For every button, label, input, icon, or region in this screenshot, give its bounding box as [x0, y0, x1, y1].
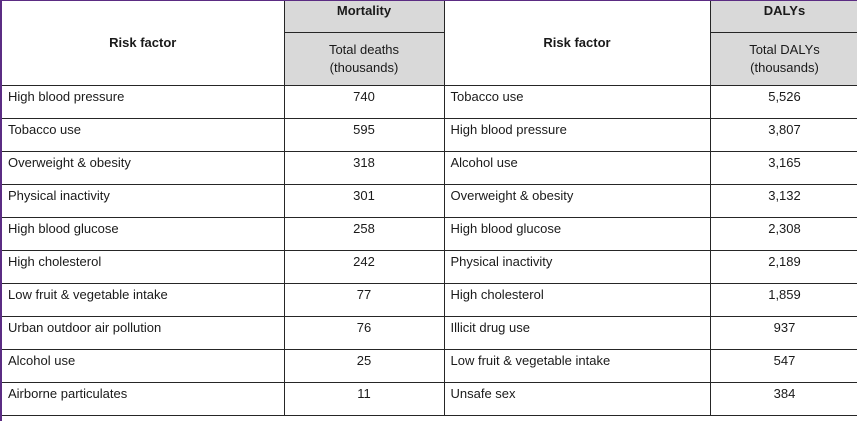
- dalys-risk-factor-cell: Low fruit & vegetable intake: [443, 348, 711, 383]
- mortality-risk-factor-cell: Overweight & obesity: [2, 150, 285, 185]
- table-body: High blood pressure 740 Tobacco use 5,52…: [2, 84, 857, 416]
- total-dalys-cell: 5,526: [709, 84, 857, 119]
- mortality-risk-factor-cell: Airborne particulates: [2, 381, 285, 416]
- table-row: Airborne particulates 11 Unsafe sex 384: [2, 381, 857, 416]
- total-dalys-subheader-line1: Total DALYs: [749, 41, 820, 57]
- total-dalys-subheader: Total DALYs (thousands): [709, 31, 857, 86]
- dalys-risk-factor-cell: High blood pressure: [443, 117, 711, 152]
- table-row: Urban outdoor air pollution 76 Illicit d…: [2, 315, 857, 350]
- total-deaths-subheader-line2: (thousands): [329, 59, 399, 75]
- table-row: Alcohol use 25 Low fruit & vegetable int…: [2, 348, 857, 383]
- total-dalys-cell: 3,807: [709, 117, 857, 152]
- total-deaths-cell: 25: [283, 348, 445, 383]
- dalys-risk-factor-cell: Tobacco use: [443, 84, 711, 119]
- dalys-risk-factor-cell: High blood glucose: [443, 216, 711, 251]
- mortality-risk-factor-cell: Urban outdoor air pollution: [2, 315, 285, 350]
- table-row: Tobacco use 595 High blood pressure 3,80…: [2, 117, 857, 152]
- dalys-header-label: DALYs: [763, 3, 806, 18]
- table-row: Overweight & obesity 318 Alcohol use 3,1…: [2, 150, 857, 185]
- dalys-risk-factor-cell: Physical inactivity: [443, 249, 711, 284]
- mortality-risk-factor-cell: Alcohol use: [2, 348, 285, 383]
- table-row: High blood glucose 258 High blood glucos…: [2, 216, 857, 251]
- table-row: High blood pressure 740 Tobacco use 5,52…: [2, 84, 857, 119]
- mortality-risk-factor-cell: Physical inactivity: [2, 183, 285, 218]
- dalys-risk-factor-cell: Unsafe sex: [443, 381, 711, 416]
- table-row: Low fruit & vegetable intake 77 High cho…: [2, 282, 857, 317]
- mortality-risk-factor-cell: High blood pressure: [2, 84, 285, 119]
- total-dalys-cell: 2,189: [709, 249, 857, 284]
- total-deaths-cell: 258: [283, 216, 445, 251]
- total-dalys-cell: 384: [709, 381, 857, 416]
- total-dalys-cell: 3,165: [709, 150, 857, 185]
- dalys-risk-factor-cell: Overweight & obesity: [443, 183, 711, 218]
- total-deaths-cell: 595: [283, 117, 445, 152]
- mortality-risk-factor-cell: Low fruit & vegetable intake: [2, 282, 285, 317]
- total-dalys-cell: 1,859: [709, 282, 857, 317]
- total-deaths-subheader-line1: Total deaths: [328, 41, 400, 57]
- mortality-risk-factor-header-label: Risk factor: [109, 35, 177, 51]
- total-dalys-subheader-line2: (thousands): [750, 59, 819, 75]
- total-deaths-cell: 76: [283, 315, 445, 350]
- mortality-risk-factor-cell: Tobacco use: [2, 117, 285, 152]
- total-deaths-cell: 740: [283, 84, 445, 119]
- mortality-risk-factor-cell: High cholesterol: [2, 249, 285, 284]
- mortality-risk-factor-cell: High blood glucose: [2, 216, 285, 251]
- total-dalys-cell: 547: [709, 348, 857, 383]
- total-deaths-cell: 77: [283, 282, 445, 317]
- mortality-header-label: Mortality: [336, 3, 392, 18]
- dalys-risk-factor-header: Risk factor: [443, 1, 711, 86]
- total-deaths-cell: 242: [283, 249, 445, 284]
- dalys-risk-factor-header-label: Risk factor: [543, 35, 611, 51]
- total-deaths-cell: 318: [283, 150, 445, 185]
- dalys-risk-factor-cell: Illicit drug use: [443, 315, 711, 350]
- total-dalys-cell: 2,308: [709, 216, 857, 251]
- total-dalys-cell: 3,132: [709, 183, 857, 218]
- mortality-risk-factor-header: Risk factor: [2, 1, 285, 86]
- table-header: Risk factor Mortality Risk factor DALYs …: [2, 1, 857, 86]
- table-row: Physical inactivity 301 Overweight & obe…: [2, 183, 857, 218]
- mortality-header: Mortality: [283, 1, 445, 33]
- total-deaths-cell: 301: [283, 183, 445, 218]
- total-dalys-cell: 937: [709, 315, 857, 350]
- dalys-risk-factor-cell: Alcohol use: [443, 150, 711, 185]
- total-deaths-cell: 11: [283, 381, 445, 416]
- table-row: High cholesterol 242 Physical inactivity…: [2, 249, 857, 284]
- dalys-header: DALYs: [709, 1, 857, 33]
- dalys-risk-factor-cell: High cholesterol: [443, 282, 711, 317]
- total-deaths-subheader: Total deaths (thousands): [283, 31, 445, 86]
